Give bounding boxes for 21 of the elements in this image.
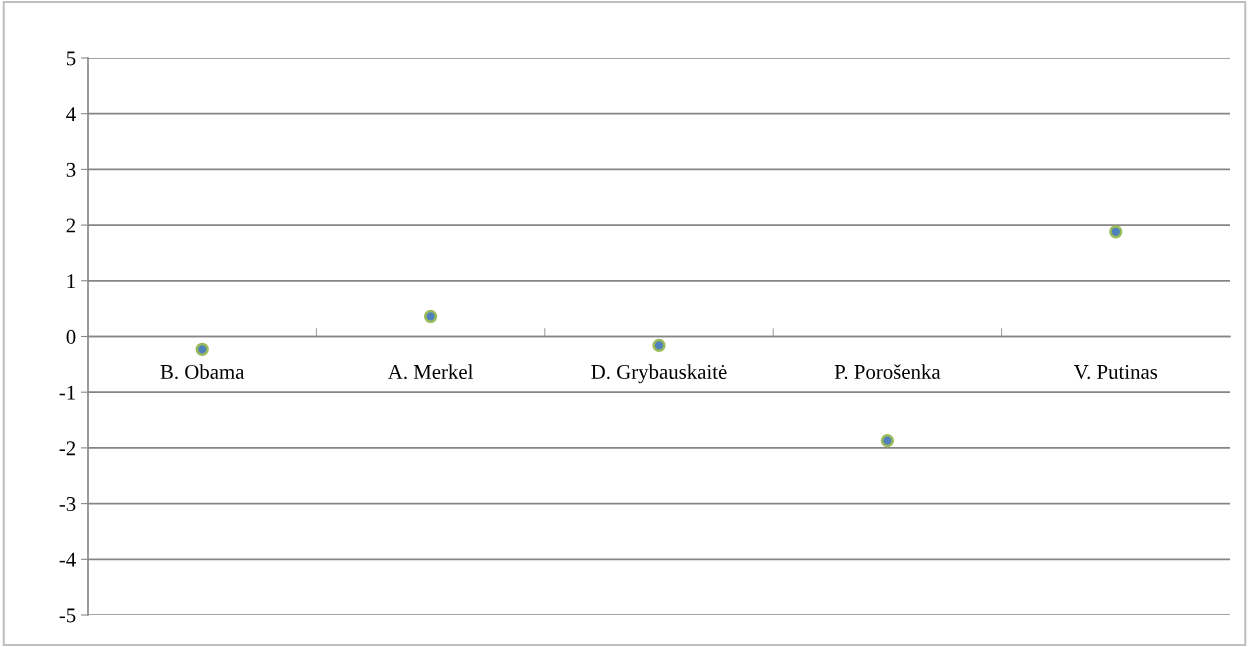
y-tick-label: -5 [59,608,76,623]
point [423,309,438,324]
y-tick-label: 3 [66,162,76,177]
y-tick-label: -2 [59,441,76,456]
point [195,342,209,356]
x-tick-label: B. Obama [160,364,245,380]
y-tick-label: 4 [66,107,76,121]
y-tick-label: 2 [66,218,76,233]
point [880,434,895,448]
y-tick-label: 1 [67,274,75,289]
y-tick-label: 0 [66,329,76,344]
y-tick-label: -3 [59,497,76,512]
y-tick-label: -4 [59,552,76,567]
point [1109,225,1123,239]
y-tick-label: 5 [66,51,76,66]
x-tick-label: P. Porošenka [834,364,941,380]
x-tick-label: D. Grybauskaitė [591,364,727,384]
x-tick-label: V. Putinas [1073,364,1158,380]
point [652,338,666,353]
y-tick-label: -1 [59,385,75,400]
x-tick-label: A. Merkel [387,364,473,380]
